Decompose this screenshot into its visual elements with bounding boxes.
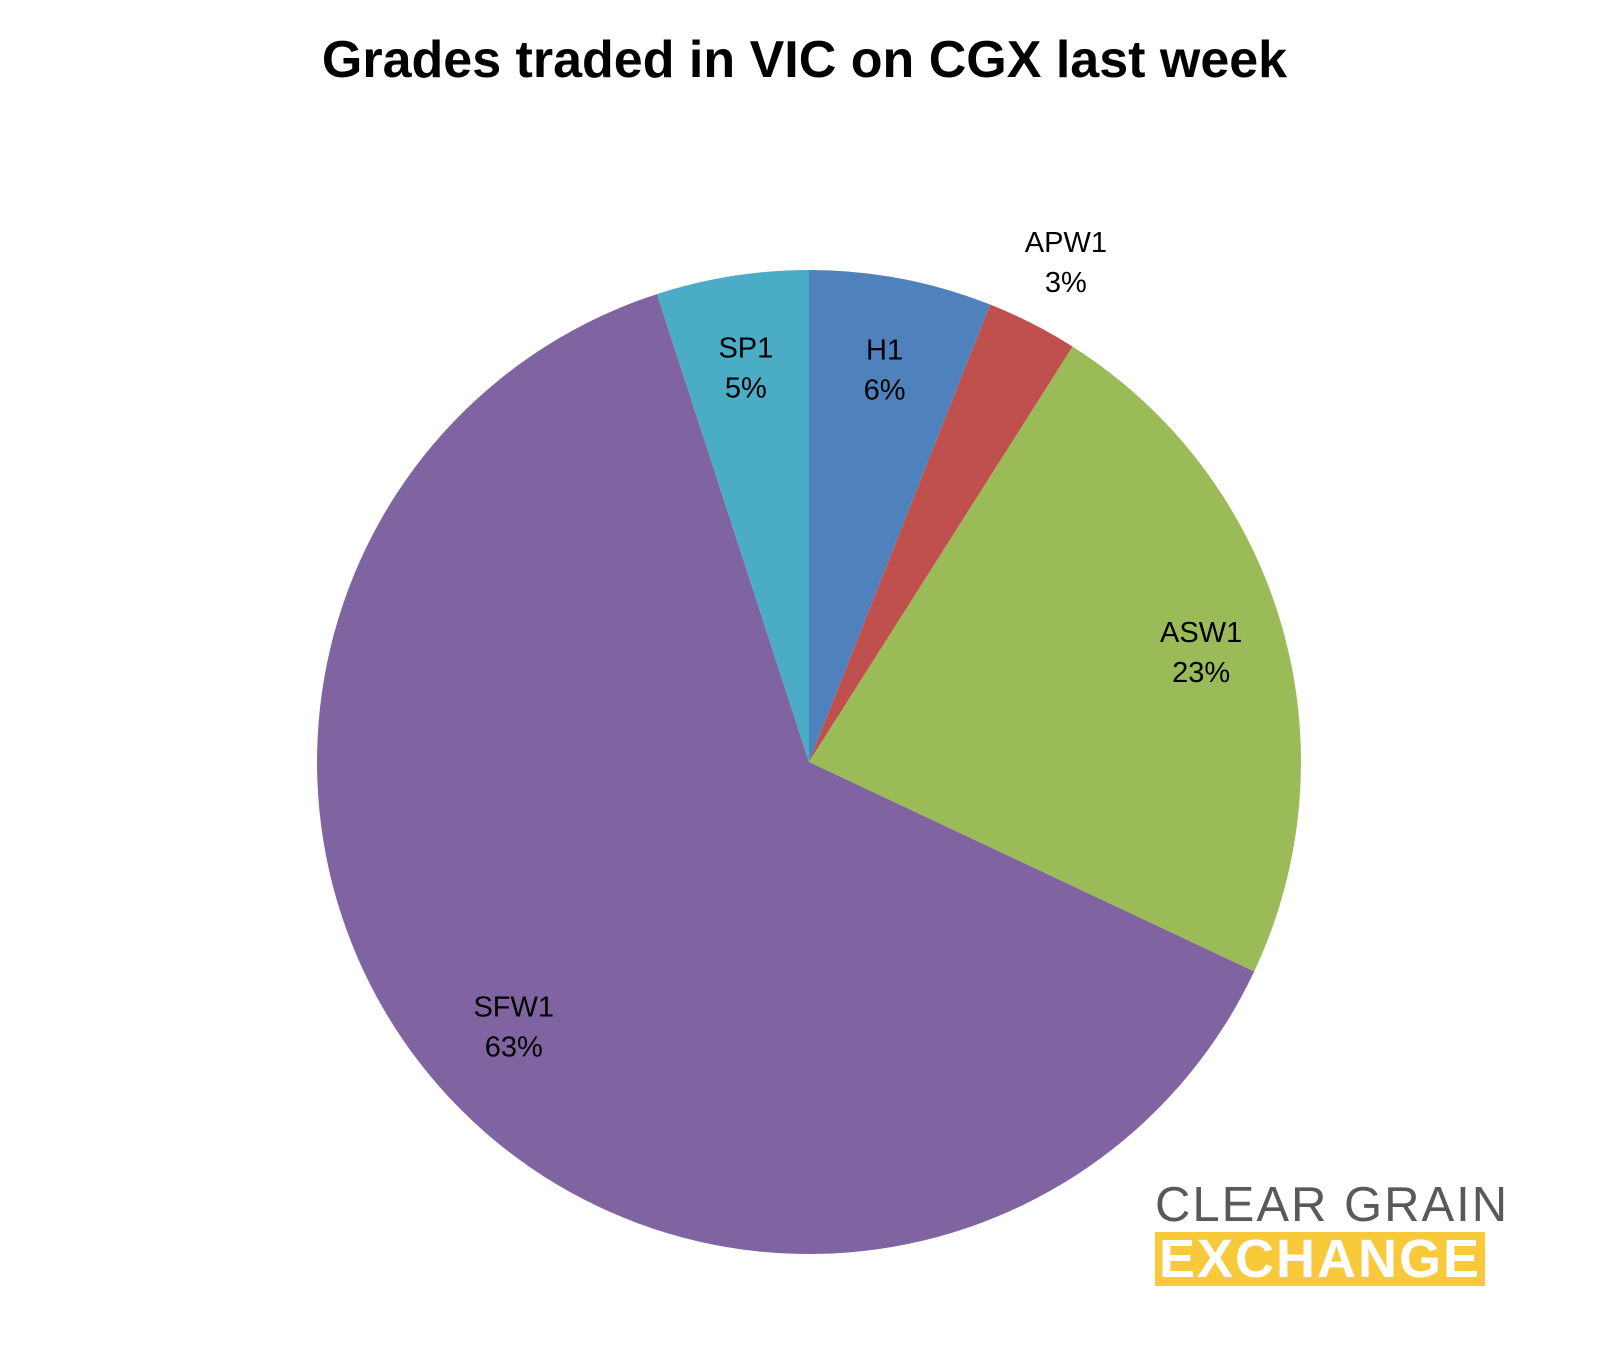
clear-grain-exchange-logo: CLEAR GRAIN EXCHANGE xyxy=(1155,1180,1545,1286)
chart-title: Grades traded in VIC on CGX last week xyxy=(321,31,1288,89)
pie-slice-sfw1 xyxy=(316,294,1255,1255)
pie-slice-apw1 xyxy=(809,304,1073,762)
pie-slice-sp1 xyxy=(656,270,809,762)
logo-line1: CLEAR GRAIN xyxy=(1155,1178,1510,1232)
pie-slices xyxy=(316,270,1301,1255)
slice-value-h1: 6% xyxy=(864,375,906,407)
slice-label-apw1: APW1 xyxy=(1025,227,1107,259)
slice-label-asw1: ASW1 xyxy=(1160,617,1242,649)
pie-slice-asw1 xyxy=(809,346,1301,972)
slice-value-sfw1: 63% xyxy=(485,1031,543,1063)
logo-line2: EXCHANGE xyxy=(1155,1232,1486,1286)
slice-value-apw1: 3% xyxy=(1045,267,1087,299)
pie-slice-h1 xyxy=(809,270,991,762)
slice-label-sfw1: SFW1 xyxy=(473,991,554,1023)
slice-value-sp1: 5% xyxy=(725,373,767,405)
slice-label-h1: H1 xyxy=(866,335,903,367)
slice-labels: H1 6% APW1 3% ASW1 23% SFW1 63% SP1 5% xyxy=(473,227,1242,1063)
slice-label-sp1: SP1 xyxy=(718,333,773,365)
slice-value-asw1: 23% xyxy=(1172,657,1230,689)
